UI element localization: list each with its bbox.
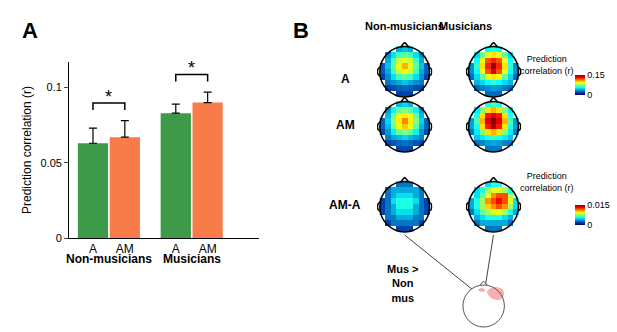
svg-text:0: 0: [56, 232, 62, 244]
svg-text:Musicians: Musicians: [439, 20, 492, 32]
svg-text:0: 0: [587, 220, 592, 230]
svg-text:AM-A: AM-A: [329, 198, 361, 212]
svg-text:Musicians: Musicians: [163, 252, 221, 266]
svg-text:Prediction correlation (r): Prediction correlation (r): [20, 86, 34, 214]
svg-text:0.05: 0.05: [40, 157, 61, 169]
svg-text:0.1: 0.1: [47, 81, 62, 93]
svg-text:A: A: [341, 72, 350, 86]
svg-text:0: 0: [587, 90, 592, 100]
svg-text:Predictioncorrelation (r): Predictioncorrelation (r): [520, 171, 574, 193]
svg-text:A: A: [172, 242, 180, 256]
svg-text:*: *: [188, 58, 195, 78]
svg-text:B: B: [293, 18, 309, 43]
svg-text:Non-musicians: Non-musicians: [365, 20, 444, 32]
svg-text:Mus >Nonmus: Mus >Nonmus: [387, 263, 418, 304]
svg-text:0.015: 0.015: [587, 200, 610, 210]
svg-text:AM: AM: [336, 118, 355, 132]
svg-text:*: *: [105, 87, 112, 107]
svg-text:A: A: [22, 18, 38, 43]
svg-text:Non-musicians: Non-musicians: [66, 252, 152, 266]
svg-text:AM: AM: [199, 242, 217, 256]
svg-text:A: A: [89, 242, 97, 256]
svg-text:AM: AM: [116, 242, 134, 256]
svg-text:0.15: 0.15: [587, 70, 605, 80]
svg-text:Predictioncorrelation (r): Predictioncorrelation (r): [520, 54, 574, 76]
